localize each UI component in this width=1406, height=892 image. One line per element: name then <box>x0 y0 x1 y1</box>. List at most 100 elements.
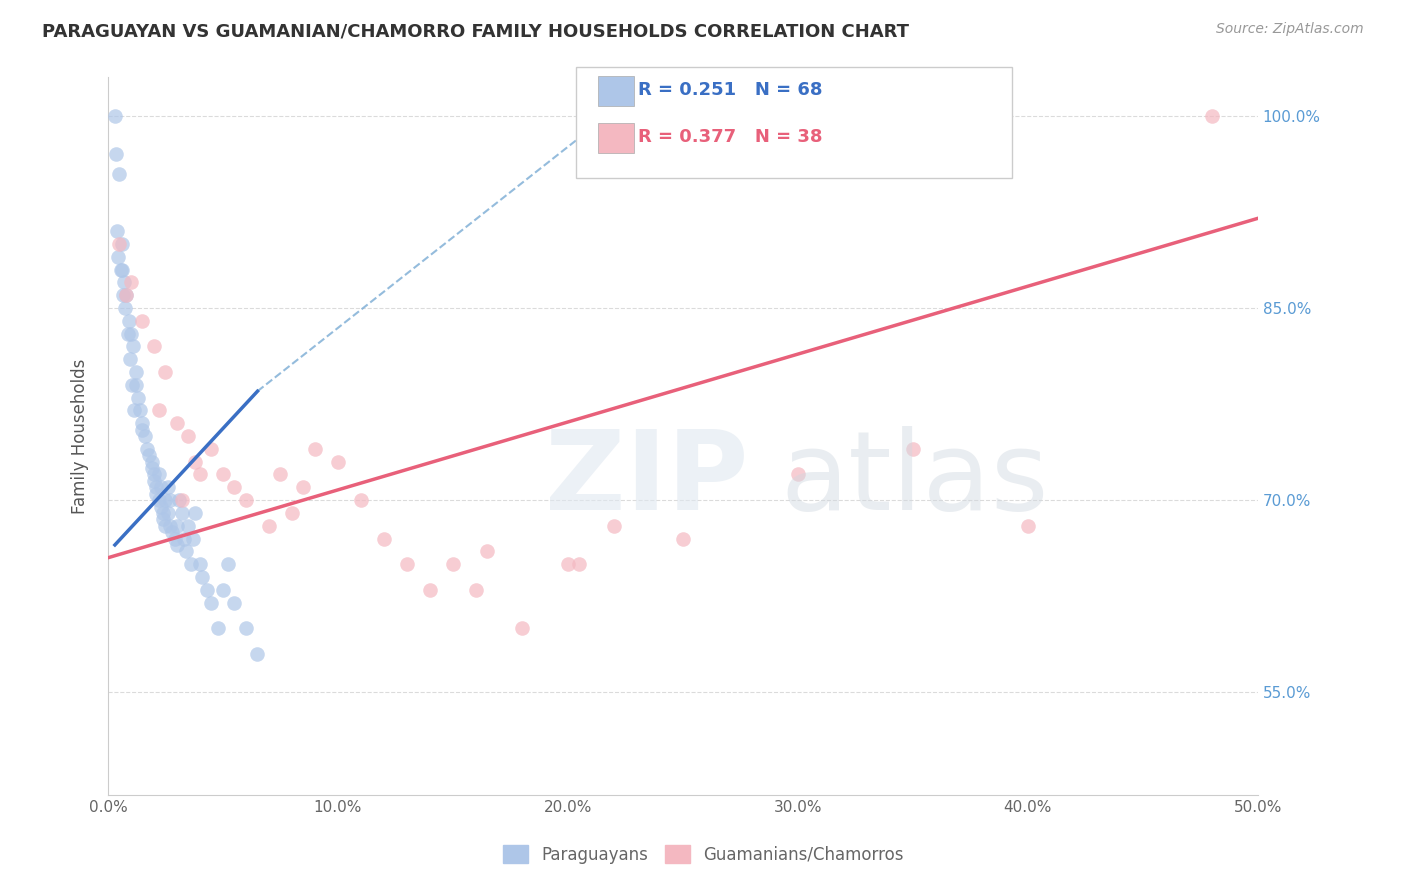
Point <box>111 288 134 302</box>
Point <box>224 480 246 494</box>
Point <box>115 288 138 302</box>
Text: atlas: atlas <box>780 425 1049 533</box>
Point <box>143 467 166 482</box>
Text: Source: ZipAtlas.com: Source: ZipAtlas.com <box>1216 22 1364 37</box>
Point <box>170 506 193 520</box>
Point <box>373 532 395 546</box>
Point <box>166 417 188 431</box>
Point <box>155 493 177 508</box>
Point <box>155 365 177 379</box>
Point <box>105 224 128 238</box>
Point <box>120 326 142 341</box>
Point <box>568 557 591 571</box>
Point <box>124 365 146 379</box>
Point <box>131 314 153 328</box>
Point <box>107 250 129 264</box>
Point <box>145 486 167 500</box>
Point <box>111 236 134 251</box>
Point <box>148 403 170 417</box>
Text: R = 0.251   N = 68: R = 0.251 N = 68 <box>638 81 823 99</box>
Point <box>269 467 291 482</box>
Point <box>901 442 924 456</box>
Point <box>117 326 139 341</box>
Point <box>246 647 269 661</box>
Point <box>162 525 184 540</box>
Point <box>184 506 207 520</box>
Point <box>156 480 179 494</box>
Text: R = 0.377   N = 38: R = 0.377 N = 38 <box>638 128 823 146</box>
Point <box>111 262 134 277</box>
Point <box>235 621 257 635</box>
Point <box>156 506 179 520</box>
Point <box>603 518 626 533</box>
Point <box>141 461 163 475</box>
Point <box>110 262 132 277</box>
Point <box>177 429 200 443</box>
Legend: Paraguayans, Guamanians/Chamorros: Paraguayans, Guamanians/Chamorros <box>496 838 910 871</box>
Point <box>465 582 488 597</box>
Point <box>145 480 167 494</box>
Point <box>180 557 202 571</box>
Point <box>350 493 373 508</box>
Point <box>152 506 174 520</box>
Point <box>395 557 418 571</box>
Point <box>326 455 349 469</box>
Point <box>148 493 170 508</box>
Point <box>212 467 235 482</box>
Point <box>104 109 127 123</box>
Point <box>170 493 193 508</box>
Point <box>114 301 136 315</box>
Point <box>281 506 304 520</box>
Point <box>105 147 128 161</box>
Point <box>149 480 172 494</box>
Point <box>235 493 257 508</box>
Point <box>191 570 214 584</box>
Point <box>131 423 153 437</box>
Point <box>419 582 441 597</box>
Point <box>177 518 200 533</box>
Point <box>257 518 280 533</box>
Point <box>159 493 181 508</box>
Point <box>200 596 222 610</box>
Point <box>207 621 229 635</box>
Point <box>127 391 149 405</box>
Point <box>143 474 166 488</box>
Point <box>181 532 204 546</box>
Point <box>173 532 195 546</box>
Point <box>200 442 222 456</box>
Point <box>510 621 533 635</box>
Point <box>477 544 499 558</box>
Point <box>166 538 188 552</box>
Point <box>169 493 191 508</box>
Point <box>124 377 146 392</box>
Point <box>136 442 159 456</box>
Point <box>134 429 156 443</box>
Point <box>188 467 211 482</box>
Point <box>131 417 153 431</box>
Point <box>120 276 142 290</box>
Point <box>115 288 138 302</box>
Point <box>141 455 163 469</box>
Point <box>184 455 207 469</box>
Point <box>166 518 188 533</box>
Point <box>118 314 141 328</box>
Point <box>108 167 131 181</box>
Point <box>195 582 218 597</box>
Point <box>124 403 146 417</box>
Point <box>122 339 145 353</box>
Text: ZIP: ZIP <box>546 425 748 533</box>
Point <box>159 518 181 533</box>
Point <box>118 352 141 367</box>
Y-axis label: Family Households: Family Households <box>72 359 89 514</box>
Point <box>224 596 246 610</box>
Point <box>212 582 235 597</box>
Point <box>143 339 166 353</box>
Point <box>152 512 174 526</box>
Point <box>672 532 695 546</box>
Point <box>441 557 464 571</box>
Point <box>557 557 579 571</box>
Point <box>292 480 315 494</box>
Text: PARAGUAYAN VS GUAMANIAN/CHAMORRO FAMILY HOUSEHOLDS CORRELATION CHART: PARAGUAYAN VS GUAMANIAN/CHAMORRO FAMILY … <box>42 22 910 40</box>
Point <box>163 532 186 546</box>
Point <box>148 467 170 482</box>
